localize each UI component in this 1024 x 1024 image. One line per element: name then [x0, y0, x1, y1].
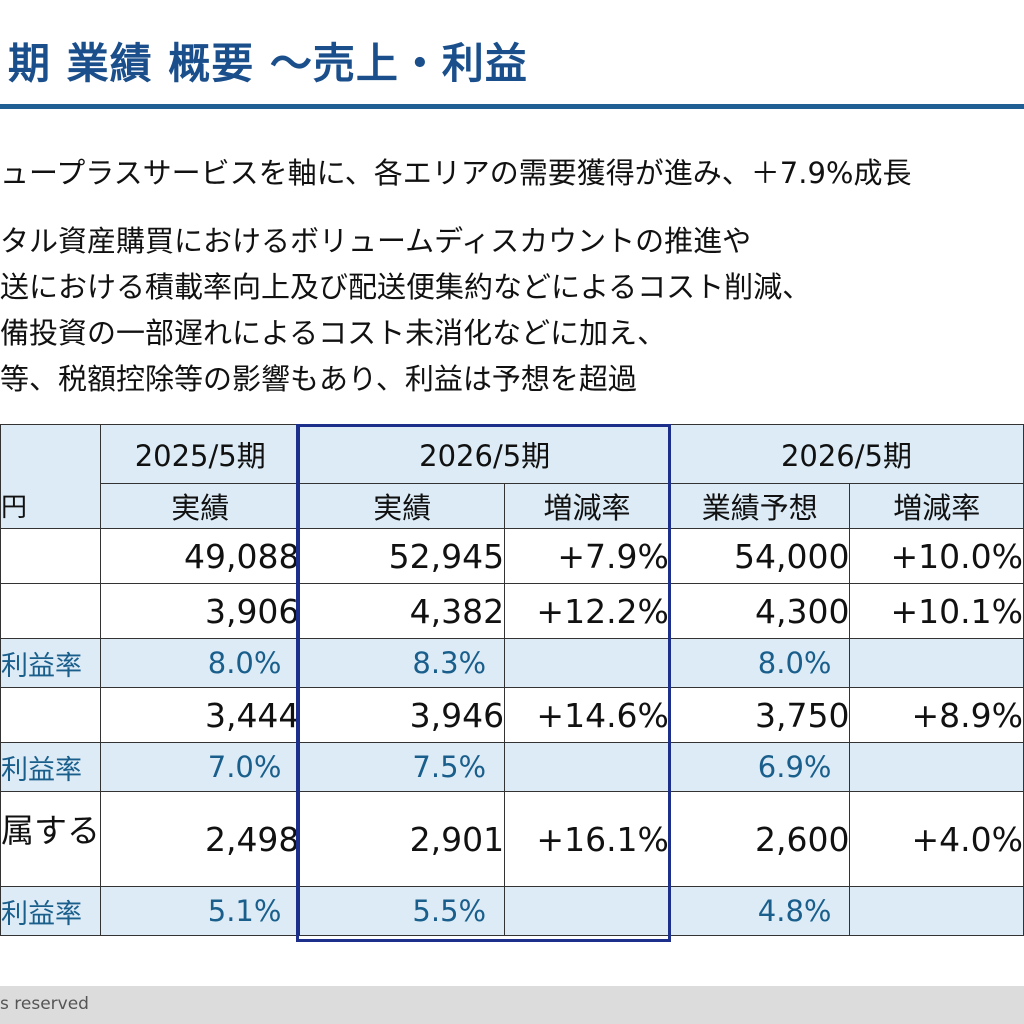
value-cell: 3,750	[668, 687, 851, 743]
period-header-2026-actual: 2026/5期	[299, 424, 670, 484]
bullet-line-2: タル資産購買におけるボリュームディスカウントの推進や	[0, 224, 752, 258]
ratio-cell: 8.0%	[668, 638, 851, 688]
value-cell: 3,946	[299, 687, 506, 743]
ratio-cell: 7.0%	[99, 742, 301, 792]
ratio-cell	[504, 742, 670, 792]
ratio-cell: 4.8%	[668, 886, 851, 936]
row-label	[0, 528, 101, 584]
change-cell: +8.9%	[849, 687, 1024, 743]
footer-bar: s reserved	[0, 986, 1024, 1024]
table-row-ratio: 利益率 8.0% 8.3% 8.0%	[0, 638, 1024, 688]
header-corner	[0, 424, 101, 484]
value-cell: 2,901	[299, 791, 506, 887]
ratio-cell: 7.5%	[299, 742, 506, 792]
bullet-line-1: ュープラスサービスを軸に、各エリアの需要獲得が進み、＋7.9%成長	[0, 156, 912, 190]
row-label: 利益率	[0, 742, 101, 792]
ratio-cell	[849, 638, 1024, 688]
change-cell: +14.6%	[504, 687, 670, 743]
value-cell: 54,000	[668, 528, 851, 584]
ratio-cell	[504, 638, 670, 688]
table-row: 3,444 3,946 +14.6% 3,750 +8.9%	[0, 687, 1024, 743]
title-underline	[0, 104, 1024, 109]
ratio-cell: 5.1%	[99, 886, 301, 936]
subheader-forecast: 業績予想	[668, 483, 851, 529]
table-row: 属する 2,498 2,901 +16.1% 2,600 +4.0%	[0, 791, 1024, 887]
ratio-cell: 8.3%	[299, 638, 506, 688]
bullet-line-4: 備投資の一部遅れによるコスト未消化などに加え、	[0, 316, 667, 350]
change-cell: +16.1%	[504, 791, 670, 887]
ratio-cell	[849, 742, 1024, 792]
change-cell: +4.0%	[849, 791, 1024, 887]
change-cell: +10.1%	[849, 583, 1024, 639]
row-label	[0, 687, 101, 743]
value-cell: 4,300	[668, 583, 851, 639]
period-header-2025: 2025/5期	[99, 424, 301, 484]
ratio-cell	[504, 886, 670, 936]
subheader-forecast-change-rate: 増減率	[849, 483, 1024, 529]
table-row-ratio: 利益率 7.0% 7.5% 6.9%	[0, 742, 1024, 792]
value-cell: 2,498	[99, 791, 301, 887]
period-header-2026-forecast: 2026/5期	[668, 424, 1024, 484]
value-cell: 2,600	[668, 791, 851, 887]
slide-title: 期 業績 概要 ～売上・利益	[8, 39, 528, 88]
subheader-actual-2026: 実績	[299, 483, 506, 529]
unit-label: 円	[0, 483, 101, 529]
row-label	[0, 583, 101, 639]
ratio-cell: 5.5%	[299, 886, 506, 936]
table-row-ratio: 利益率 5.1% 5.5% 4.8%	[0, 886, 1024, 936]
period-header-row: 2025/5期 2026/5期 2026/5期	[0, 424, 1024, 484]
table-row: 49,088 52,945 +7.9% 54,000 +10.0%	[0, 528, 1024, 584]
ratio-cell	[849, 886, 1024, 936]
value-cell: 52,945	[299, 528, 506, 584]
subheader-actual-2025: 実績	[99, 483, 301, 529]
ratio-cell: 8.0%	[99, 638, 301, 688]
copyright-text: s reserved	[0, 994, 89, 1014]
value-cell: 49,088	[99, 528, 301, 584]
results-table: 2025/5期 2026/5期 2026/5期 円 実績 実績 増減率 業績予想…	[0, 424, 1024, 936]
row-label: 属する	[0, 791, 101, 887]
value-cell: 4,382	[299, 583, 506, 639]
value-cell: 3,444	[99, 687, 301, 743]
subheader-change-rate: 増減率	[504, 483, 670, 529]
bullet-line-5: 等、税額控除等の影響もあり、利益は予想を超過	[0, 362, 637, 396]
value-cell: 3,906	[99, 583, 301, 639]
table-row: 3,906 4,382 +12.2% 4,300 +10.1%	[0, 583, 1024, 639]
row-label: 利益率	[0, 638, 101, 688]
change-cell: +10.0%	[849, 528, 1024, 584]
change-cell: +12.2%	[504, 583, 670, 639]
subheader-row: 円 実績 実績 増減率 業績予想 増減率	[0, 483, 1024, 529]
change-cell: +7.9%	[504, 528, 670, 584]
ratio-cell: 6.9%	[668, 742, 851, 792]
row-label: 利益率	[0, 886, 101, 936]
bullet-line-3: 送における積載率向上及び配送便集約などによるコスト削減、	[0, 270, 812, 304]
